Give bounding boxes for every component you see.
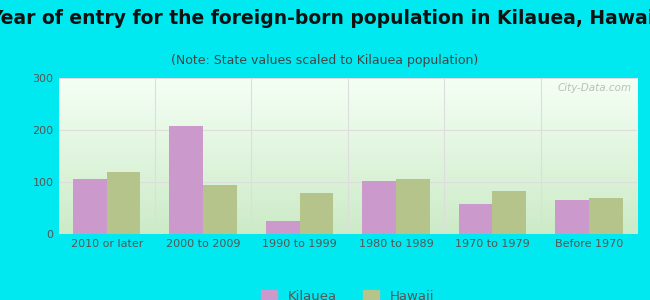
Text: Year of entry for the foreign-born population in Kilauea, Hawaii: Year of entry for the foreign-born popul…: [0, 9, 650, 28]
Bar: [555, 200, 589, 234]
Bar: [73, 179, 107, 234]
Text: City-Data.com: City-Data.com: [557, 83, 631, 93]
Bar: [459, 204, 493, 234]
Bar: [266, 221, 300, 234]
Bar: [362, 181, 396, 234]
Bar: [107, 172, 140, 234]
Bar: [493, 191, 526, 234]
Legend: Kilauea, Hawaii: Kilauea, Hawaii: [256, 284, 439, 300]
Bar: [300, 194, 333, 234]
Bar: [170, 126, 203, 234]
Text: (Note: State values scaled to Kilauea population): (Note: State values scaled to Kilauea po…: [172, 54, 478, 67]
Bar: [203, 184, 237, 234]
Bar: [589, 198, 623, 234]
Bar: [396, 179, 430, 234]
